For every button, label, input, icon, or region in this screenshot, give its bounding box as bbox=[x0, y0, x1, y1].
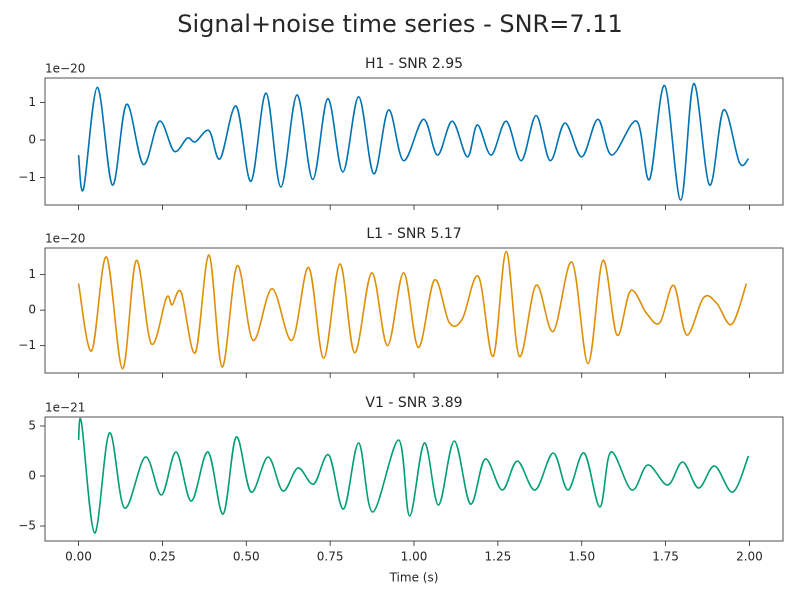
y-tick-label: 0 bbox=[28, 132, 36, 146]
x-tick-label: 2.00 bbox=[736, 550, 763, 564]
y-tick-label: 0 bbox=[28, 303, 36, 317]
x-tick-label: 1.50 bbox=[568, 550, 595, 564]
x-axis-label: Time (s) bbox=[389, 571, 439, 585]
x-tick-label: 1.75 bbox=[652, 550, 679, 564]
panel-title: V1 - SNR 3.89 bbox=[365, 395, 462, 411]
panel-title: L1 - SNR 5.17 bbox=[366, 226, 461, 242]
axes-frame bbox=[44, 77, 784, 206]
x-tick-label: 1.25 bbox=[485, 550, 512, 564]
signal-line bbox=[77, 417, 750, 534]
y-tick-label: 1 bbox=[28, 95, 36, 109]
y-tick-label: −5 bbox=[18, 519, 36, 533]
y-tick-label: 0 bbox=[28, 469, 36, 483]
offset-label: 1e−20 bbox=[45, 232, 85, 246]
figure-title: Signal+noise time series - SNR=7.11 bbox=[177, 10, 623, 38]
y-tick-label: 1 bbox=[28, 267, 36, 281]
signal-line bbox=[77, 82, 750, 201]
y-tick-label: −1 bbox=[18, 338, 36, 352]
axes-frame bbox=[44, 416, 784, 542]
x-tick-label: 0.25 bbox=[149, 550, 176, 564]
panel-title: H1 - SNR 2.95 bbox=[365, 56, 463, 72]
offset-label: 1e−20 bbox=[45, 62, 85, 76]
signal-line bbox=[77, 250, 748, 370]
x-tick-label: 1.00 bbox=[401, 550, 428, 564]
x-tick-label: 0.50 bbox=[233, 550, 260, 564]
axes-frame bbox=[44, 247, 784, 374]
x-tick-label: 0.75 bbox=[317, 550, 344, 564]
x-tick-label: 0.00 bbox=[65, 550, 92, 564]
y-tick-label: 5 bbox=[28, 419, 36, 433]
y-tick-label: −1 bbox=[18, 170, 36, 184]
offset-label: 1e−21 bbox=[45, 401, 85, 415]
